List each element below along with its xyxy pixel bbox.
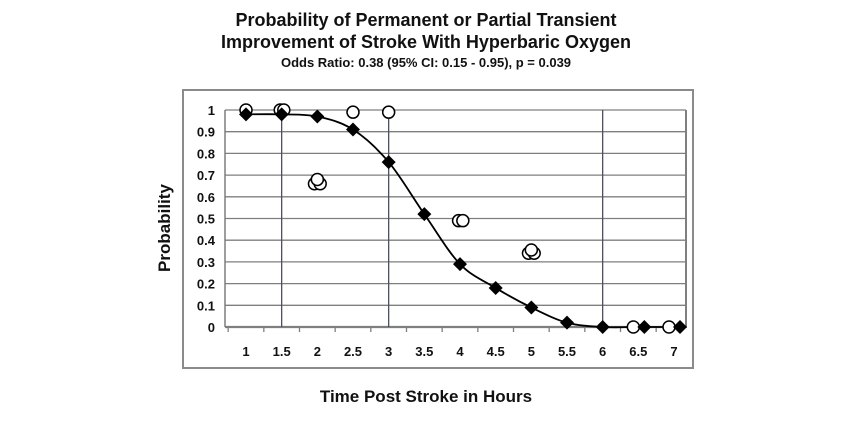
fitted-point-diamond	[637, 320, 652, 334]
chart-frame	[182, 89, 694, 369]
y-tick-label: 0.1	[197, 298, 215, 313]
observed-point-circle	[524, 243, 539, 257]
fitted-point-diamond	[239, 107, 253, 122]
x-tick-label: 7	[670, 344, 677, 359]
fitted-point-diamond	[381, 155, 396, 170]
y-tick-label: 0.7	[197, 168, 215, 183]
x-tick-label: 2.5	[344, 344, 362, 359]
observed-point-circle	[381, 105, 396, 119]
observed-point-circle	[310, 172, 325, 187]
y-tick-label: 1	[208, 103, 215, 118]
fitted-point-diamond	[417, 207, 432, 222]
y-tick-label: 0	[208, 320, 215, 335]
y-tick-label: 0.4	[197, 233, 216, 248]
chart-subtitle: Odds Ratio: 0.38 (95% CI: 0.15 - 0.95), …	[280, 55, 572, 70]
fitted-point-diamond	[488, 280, 503, 295]
x-tick-label: 3	[385, 344, 392, 359]
x-tick-label: 3.5	[415, 344, 433, 359]
fitted-point-diamond	[310, 109, 325, 124]
fitted-point-diamond	[346, 122, 360, 137]
fitted-point-diamond	[560, 315, 574, 330]
x-tick-label: 4	[456, 344, 464, 359]
x-tick-label: 1.5	[273, 344, 291, 359]
x-tick-label: 5.5	[558, 344, 576, 359]
fitted-point-diamond	[524, 300, 539, 315]
x-tick-label: 4.5	[487, 344, 505, 359]
x-tick-label: 6	[599, 344, 606, 359]
observed-point-circle	[346, 105, 360, 119]
fitted-point-diamond	[673, 320, 687, 334]
observed-point-circle	[456, 213, 470, 228]
fitted-point-diamond	[595, 320, 610, 334]
y-tick-label: 0.9	[197, 125, 215, 140]
x-axis-label: Time Post Stroke in Hours	[319, 387, 533, 406]
y-tick-label: 0.3	[197, 255, 215, 270]
y-tick-label: 0.2	[197, 277, 215, 292]
y-tick-label: 0.6	[197, 190, 215, 205]
chart-title-line2: Improvement of Stroke With Hyperbaric Ox…	[221, 32, 631, 52]
fitted-point-diamond	[274, 107, 289, 122]
x-tick-label: 5	[528, 344, 535, 359]
fitted-point-diamond	[453, 257, 467, 272]
y-axis-label: Probability	[155, 184, 174, 272]
x-tick-label: 1	[242, 344, 249, 359]
x-tick-label: 6.5	[629, 344, 647, 359]
x-tick-label: 2	[314, 344, 321, 359]
y-tick-label: 0.8	[197, 146, 215, 161]
y-tick-label: 0.5	[197, 212, 215, 227]
chart-title-line1: Probability of Permanent or Partial Tran…	[235, 10, 617, 30]
